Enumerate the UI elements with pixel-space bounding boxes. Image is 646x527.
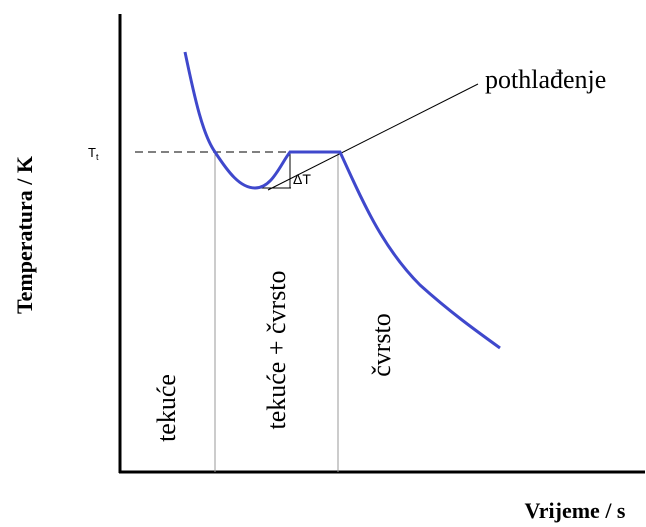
tt-sub: t — [96, 152, 99, 162]
cooling-curve — [183, 51, 501, 350]
region-label: tekuće + čvrsto — [262, 270, 291, 429]
supercooling-label: pothlađenje — [485, 65, 606, 94]
region-label: tekuće — [152, 374, 181, 442]
y-axis-label: Temperatura / K — [12, 156, 37, 314]
x-axis-label: Vrijeme / s — [525, 498, 626, 523]
region-label: čvrsto — [367, 313, 396, 377]
pointer-line — [267, 83, 479, 191]
tt-label: Tt — [88, 145, 99, 162]
delta-label: ΔT — [293, 171, 311, 187]
tt-base: T — [88, 145, 96, 160]
